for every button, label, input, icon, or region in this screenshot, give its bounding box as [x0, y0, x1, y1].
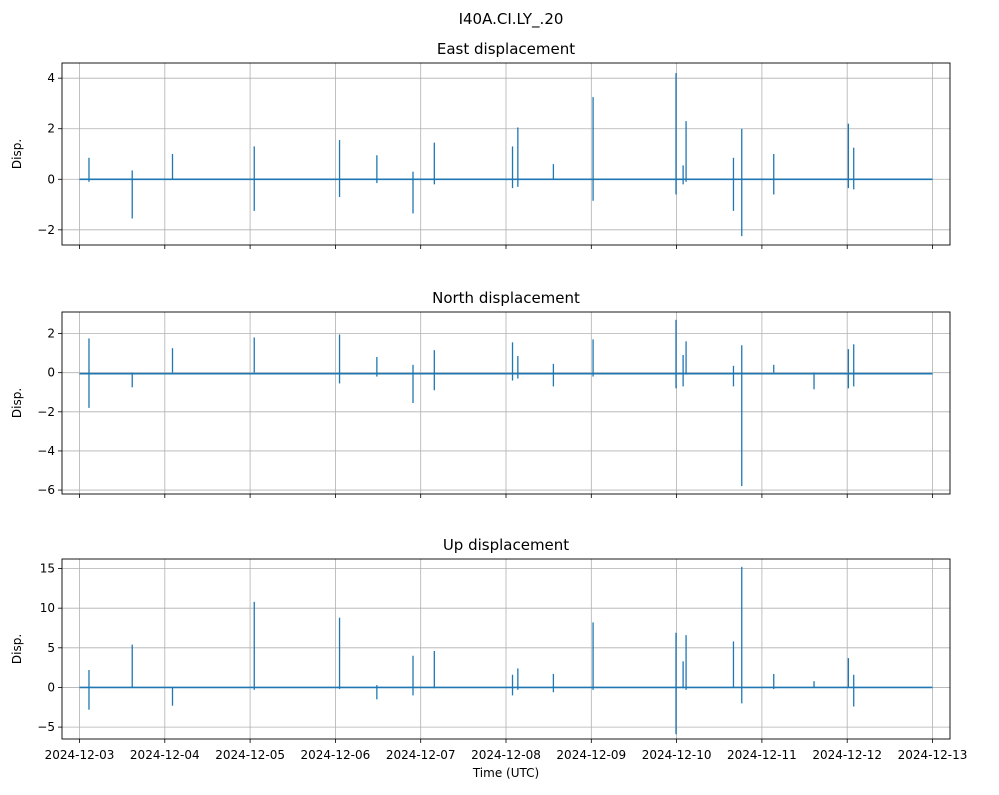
y-tick-label: 0 — [47, 172, 55, 186]
x-tick-label: 2024-12-11 — [727, 748, 797, 762]
x-tick-label: 2024-12-12 — [812, 748, 882, 762]
figure-suptitle: I40A.CI.LY_.20 — [459, 10, 564, 29]
x-tick-label: 2024-12-05 — [215, 748, 285, 762]
y-tick-label: 5 — [47, 641, 55, 655]
y-tick-label: 0 — [47, 366, 55, 380]
y-tick-label: 0 — [47, 680, 55, 694]
y-tick-label: −6 — [37, 483, 55, 497]
y-tick-label: −4 — [37, 444, 55, 458]
subplot-2: North displacement −6 −4 −2 0 2 Disp. — [10, 289, 951, 498]
y-tick-label: 4 — [47, 71, 55, 85]
y-axis-label: Disp. — [10, 139, 24, 169]
y-tick-label: 2 — [47, 327, 55, 341]
x-tick-label: 2024-12-10 — [642, 748, 712, 762]
y-axis-label: Disp. — [10, 634, 24, 664]
subplot-1: East displacement −2 0 2 4 Disp. — [10, 40, 951, 249]
y-tick-label: 2 — [47, 122, 55, 136]
y-tick-label: 15 — [40, 562, 55, 576]
subplot-title: East displacement — [437, 40, 575, 58]
axes-frame — [61, 311, 951, 495]
y-tick-label: −5 — [37, 720, 55, 734]
x-tick-label: 2024-12-13 — [898, 748, 968, 762]
x-tick-label: 2024-12-06 — [301, 748, 371, 762]
y-axis-label: Disp. — [10, 388, 24, 418]
x-tick-label: 2024-12-04 — [130, 748, 200, 762]
x-axis-label: Time (UTC) — [472, 766, 539, 780]
x-tick-label: 2024-12-07 — [386, 748, 456, 762]
subplot-title: Up displacement — [443, 536, 569, 554]
y-tick-label: −2 — [37, 223, 55, 237]
x-tick-label: 2024-12-03 — [45, 748, 115, 762]
axes-frame — [61, 558, 951, 740]
y-tick-label: 10 — [40, 601, 55, 615]
x-tick-label: 2024-12-08 — [471, 748, 541, 762]
y-tick-label: −2 — [37, 405, 55, 419]
axes-frame — [61, 62, 951, 246]
x-tick-label: 2024-12-09 — [556, 748, 626, 762]
subplot-title: North displacement — [432, 289, 580, 307]
subplot-3: Up displacement 2024-12-03 2024-12-04 2024-… — [10, 536, 967, 780]
